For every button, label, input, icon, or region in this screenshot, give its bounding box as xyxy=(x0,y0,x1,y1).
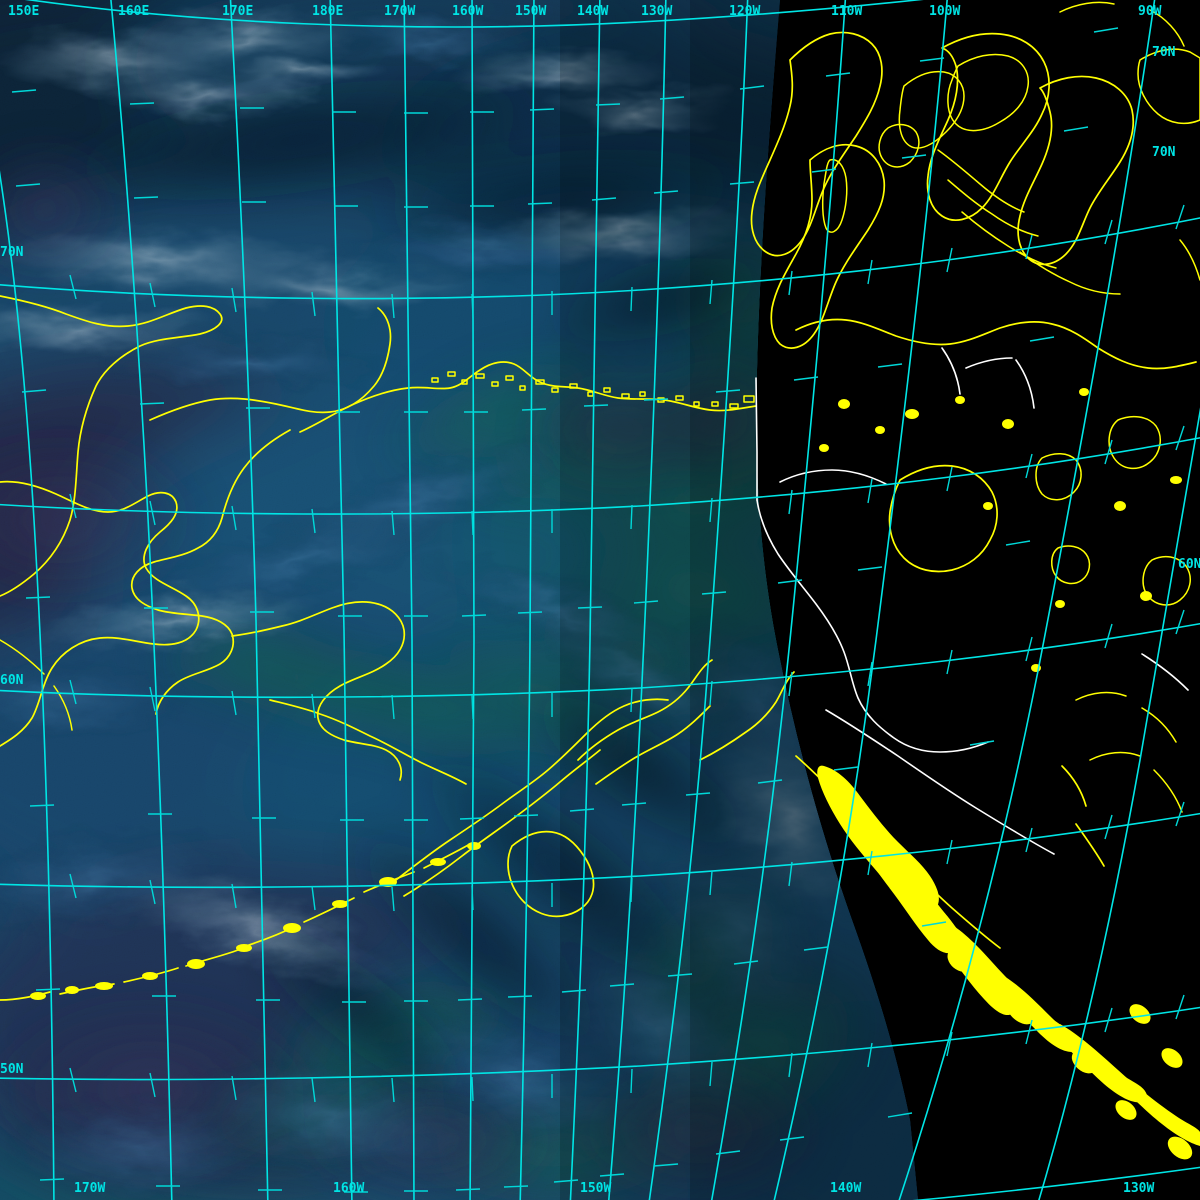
coastline-seward-peninsula xyxy=(130,429,291,715)
coastline-alaska-north-slope xyxy=(299,361,757,433)
parallel-55N xyxy=(0,812,1200,889)
border-bc-yukon xyxy=(779,469,887,485)
lon-label-top-5: 160W xyxy=(452,4,483,19)
coastline-lake-4 xyxy=(1051,545,1091,585)
coastline-banks-island xyxy=(750,31,883,257)
lon-label-top-10: 110W xyxy=(831,4,862,19)
meridian-160W xyxy=(469,0,475,1200)
coastline-gulf-of-alaska xyxy=(699,671,795,761)
coastline-banks-island-2 xyxy=(770,143,886,349)
coastline-arctic-channel-2 xyxy=(947,179,1039,237)
parallel-70N xyxy=(0,217,1200,300)
meridian-150E xyxy=(0,170,55,1200)
lon-label-top-0: 150E xyxy=(8,4,39,19)
coastline-bristol-bay xyxy=(269,699,467,785)
lon-label-bottom-1: 160W xyxy=(333,1181,364,1196)
graticule-ticks xyxy=(11,27,1185,1193)
coastline-yukon-delta xyxy=(231,601,406,781)
coastline-arctic-channel-3 xyxy=(961,211,1057,269)
coastline-kamchatka xyxy=(0,295,223,597)
coastline-arctic-channel-1 xyxy=(937,149,1025,213)
lat-label-left-2: 50N xyxy=(0,1062,24,1077)
coastline-baffin-north xyxy=(1059,1,1185,47)
coastline-victoria-island-east xyxy=(1017,75,1135,266)
parallel-65N xyxy=(0,437,1200,515)
lat-label-left-1: 60N xyxy=(0,673,24,688)
coastline-small-island-1 xyxy=(878,123,920,168)
coastline-kodiak-island xyxy=(507,830,595,918)
meridian-150W xyxy=(519,0,535,1200)
lon-label-bottom-4: 130W xyxy=(1123,1181,1154,1196)
coastline-prince-patrick xyxy=(898,70,965,149)
coastline-chukchi-north xyxy=(149,307,392,421)
coastline-arctic-channel-4 xyxy=(1019,251,1121,295)
coastline-chukotka-west xyxy=(0,480,200,747)
coastline-great-bear-lake xyxy=(888,464,998,573)
coastline-kurils xyxy=(0,639,73,731)
coastline-narrow-island xyxy=(821,158,848,233)
lon-label-bottom-0: 170W xyxy=(74,1181,105,1196)
coastline-alaska-peninsula xyxy=(395,698,669,881)
lon-label-top-9: 120W xyxy=(729,4,760,19)
coastline-alaska-peninsula-south xyxy=(403,749,601,897)
meridian-160E xyxy=(110,0,173,1200)
coastline-hudson-bay-edge xyxy=(1179,239,1200,281)
lat-label-interior-70n: 70N xyxy=(1152,145,1176,160)
parallel-45N xyxy=(912,1166,1200,1200)
border-alaska-canada-panhandle xyxy=(756,499,989,753)
meridian-110W xyxy=(710,0,847,1200)
lon-label-top-12: 90W xyxy=(1138,4,1162,19)
meridian-80W xyxy=(1038,412,1200,1200)
lon-label-top-4: 170W xyxy=(384,4,415,19)
meridian-130W xyxy=(608,0,667,1200)
parallel-60N xyxy=(0,622,1200,699)
coastline-baffin-west xyxy=(1137,48,1200,125)
coastline-kenai-peninsula xyxy=(595,705,711,785)
coastline-misc-nwt-2 xyxy=(1089,751,1183,813)
meridian-140W xyxy=(569,0,601,1200)
meridian-100W xyxy=(773,0,948,1200)
parallel-75N xyxy=(24,0,924,28)
political-border-layer xyxy=(755,347,1189,855)
lat-label-left-0: 70N xyxy=(0,245,24,260)
lon-label-top-3: 180E xyxy=(312,4,343,19)
lon-label-top-1: 160E xyxy=(118,4,149,19)
coastline-alexander-archipelago xyxy=(817,765,1200,1160)
coastline-aleutian-islands xyxy=(0,842,481,1001)
lon-label-top-8: 130W xyxy=(641,4,672,19)
border-canada-us-diagonal xyxy=(825,709,1055,855)
coastline-bc-coast xyxy=(1061,765,1105,867)
lon-label-top-6: 150W xyxy=(515,4,546,19)
border-nwt-nunavut xyxy=(941,347,1013,395)
border-nwt-yukon xyxy=(1015,359,1035,409)
coastline-melville-island xyxy=(947,53,1030,132)
border-alaska-yukon xyxy=(755,377,758,501)
border-north-edge xyxy=(1141,653,1189,691)
coastline-lake-1 xyxy=(1035,453,1082,501)
lat-label-right-0: 70N xyxy=(1152,45,1176,60)
lon-label-top-11: 100W xyxy=(929,4,960,19)
coastline-nwt-mainland xyxy=(795,318,1197,370)
coastline-cook-inlet xyxy=(577,659,713,761)
parallel-50N xyxy=(0,1006,1200,1081)
coastline-arctic-islands xyxy=(431,371,755,409)
meridian-170W xyxy=(403,0,415,1200)
lon-label-top-2: 170E xyxy=(222,4,253,19)
graticule-label-layer: 150E 160E 170E 180E 170W 160W 150W 140W … xyxy=(0,4,1200,1196)
coastline-lake-3 xyxy=(1142,555,1192,606)
lat-label-right-1: 60N xyxy=(1178,557,1200,572)
meridian-120W xyxy=(648,0,749,1200)
lon-label-top-7: 140W xyxy=(577,4,608,19)
coastline-layer xyxy=(0,1,1200,1160)
coastline-misc-nwt xyxy=(1075,691,1177,743)
lon-label-bottom-3: 140W xyxy=(830,1181,861,1196)
coastline-small-lakes xyxy=(819,388,1182,672)
lon-label-bottom-2: 150W xyxy=(580,1181,611,1196)
